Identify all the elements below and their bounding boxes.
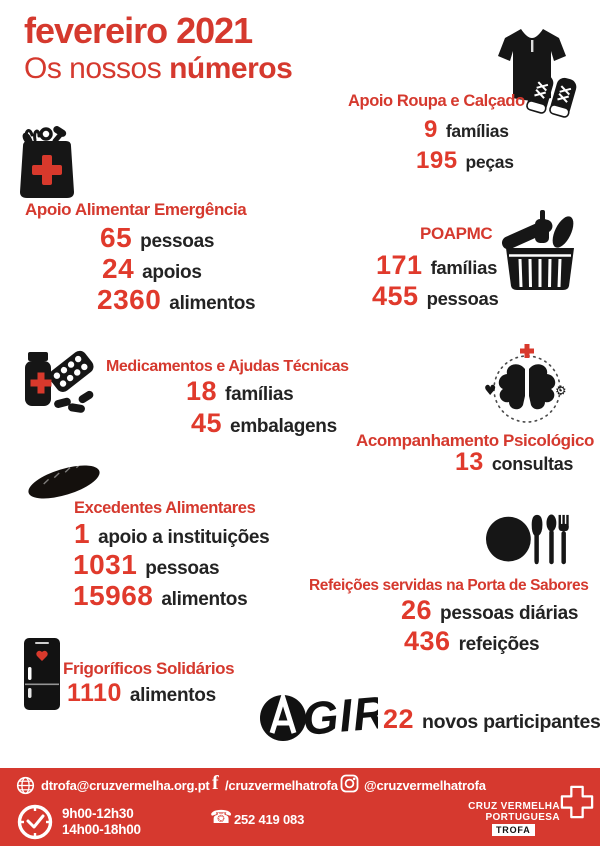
- footer-instagram-handle: @cruzvermelhatrofa: [364, 778, 486, 793]
- stat-frigorificos-alimentos: 1110 alimentos: [67, 679, 216, 708]
- svg-text:⚙: ⚙: [555, 384, 567, 399]
- org-line1: CRUZ VERMELHA: [468, 801, 560, 812]
- stat-value: 2360: [97, 284, 162, 315]
- page-subtitle: Os nossos números: [24, 52, 293, 86]
- stat-poapmc-familias: 171 famílias: [376, 250, 497, 281]
- label-poapmc: POAPMC: [420, 224, 493, 243]
- stat-psicologico-consultas: 13 consultas: [455, 448, 573, 477]
- subtitle-emphasis: números: [169, 52, 293, 85]
- stat-refeicoes-refeicoes: 436 refeições: [404, 626, 540, 657]
- stat-value: 1110: [67, 679, 122, 707]
- stat-value: 26: [401, 595, 433, 625]
- stat-value: 13: [455, 448, 484, 476]
- stat-alimentar-alimentos: 2360 alimentos: [97, 284, 256, 316]
- stat-value: 9: [424, 116, 438, 143]
- footer-phone: 252 419 083: [234, 812, 305, 827]
- hours-line2: 14h00-18h00: [62, 822, 141, 837]
- stat-value: 22: [383, 704, 415, 734]
- org-line2: PORTUGUESA: [485, 812, 560, 823]
- stat-unit: famílias: [430, 257, 498, 278]
- stat-value: 171: [376, 250, 423, 280]
- food-basket-icon: [501, 210, 574, 290]
- footer-facebook-handle: /cruzvermelhatrofa: [225, 778, 338, 793]
- stat-value: 455: [372, 281, 419, 311]
- stat-excedentes-pessoas: 1031 pessoas: [73, 549, 220, 581]
- stat-unit: pessoas: [145, 558, 220, 579]
- stat-value: 45: [191, 408, 223, 438]
- phone-icon: ☎: [210, 807, 233, 828]
- globe-icon: [16, 776, 35, 795]
- instagram-icon: [340, 774, 359, 793]
- stat-value: 436: [404, 626, 451, 656]
- stat-value: 24: [102, 253, 135, 284]
- page-title: fevereiro 2021: [24, 10, 253, 51]
- stat-unit: consultas: [491, 454, 574, 474]
- stat-excedentes-alimentos: 15968 alimentos: [73, 580, 248, 612]
- stat-roupa-pecas: 195 peças: [416, 147, 514, 175]
- brain-psychology-icon: ♥ ⚙: [484, 344, 567, 423]
- stat-refeicoes-pessoas: 26 pessoas diárias: [401, 595, 578, 626]
- hours-line1: 9h00-12h30: [62, 806, 134, 821]
- stat-unit: novos participantes: [422, 711, 600, 733]
- stat-excedentes-instituicoes: 1 apoio a instituições: [74, 518, 270, 550]
- stat-unit: apoios: [142, 262, 202, 283]
- stat-unit: alimentos: [161, 589, 248, 610]
- stat-medicamentos-embalagens: 45 embalagens: [191, 408, 337, 439]
- stat-roupa-familias: 9 famílias: [424, 116, 509, 144]
- stat-agir-participantes: 22 novos participantes: [383, 704, 600, 735]
- red-cross-outline-icon: [560, 785, 594, 819]
- label-psicologico: Acompanhamento Psicológico: [356, 431, 595, 450]
- footer-hours: 9h00-12h30 14h00-18h00: [62, 806, 141, 838]
- trofa-badge: TROFA: [492, 824, 535, 836]
- agir-logo-text: GIR: [300, 687, 378, 745]
- footer-email: dtrofa@cruzvermelha.org.pt: [41, 778, 210, 793]
- clock-icon: [17, 804, 53, 840]
- stat-unit: embalagens: [230, 416, 337, 437]
- agir-logo: GIR: [260, 687, 378, 745]
- subtitle-prefix: Os nossos: [24, 52, 170, 85]
- stat-unit: famílias: [445, 121, 509, 141]
- stat-unit: pessoas: [140, 231, 215, 252]
- stat-unit: refeições: [458, 634, 540, 655]
- medicine-pills-icon: [25, 350, 94, 413]
- plate-cutlery-icon: [486, 514, 569, 565]
- label-frigorificos: Frigoríficos Solidários: [63, 659, 235, 678]
- fridge-heart-icon: [24, 638, 60, 710]
- stat-unit: peças: [465, 152, 514, 172]
- label-medicamentos: Medicamentos e Ajudas Técnicas: [106, 358, 349, 375]
- bread-icon: [28, 462, 100, 499]
- stat-unit: apoio a instituições: [98, 527, 270, 548]
- stat-alimentar-apoios: 24 apoios: [102, 253, 202, 285]
- stat-value: 1: [74, 518, 91, 549]
- stat-unit: alimentos: [169, 293, 256, 314]
- stat-unit: pessoas diárias: [440, 603, 579, 624]
- stat-value: 15968: [73, 580, 154, 611]
- stat-unit: pessoas: [426, 288, 499, 309]
- svg-text:♥: ♥: [484, 383, 497, 399]
- label-alimentar: Apoio Alimentar Emergência: [25, 200, 247, 219]
- stat-alimentar-pessoas: 65 pessoas: [100, 222, 214, 254]
- stat-value: 18: [186, 376, 218, 406]
- label-roupa: Apoio Roupa e Calçado: [348, 92, 525, 110]
- stat-unit: famílias: [225, 384, 294, 405]
- stat-value: 65: [100, 222, 133, 253]
- facebook-icon: f: [212, 772, 219, 794]
- footer-contact-bar: dtrofa@cruzvermelha.org.pt f /cruzvermel…: [0, 768, 600, 846]
- cruz-vermelha-wordmark: CRUZ VERMELHA PORTUGUESA: [448, 801, 560, 823]
- label-refeicoes: Refeições servidas na Porta de Sabores: [309, 577, 589, 594]
- clothing-shoes-icon: [498, 29, 577, 118]
- label-excedentes: Excedentes Alimentares: [74, 499, 256, 517]
- stat-poapmc-pessoas: 455 pessoas: [372, 281, 499, 312]
- grocery-bag-cross-icon: [20, 126, 74, 198]
- stat-unit: alimentos: [129, 685, 216, 706]
- stat-medicamentos-familias: 18 famílias: [186, 376, 294, 407]
- stat-value: 1031: [73, 549, 138, 580]
- stat-value: 195: [416, 147, 458, 174]
